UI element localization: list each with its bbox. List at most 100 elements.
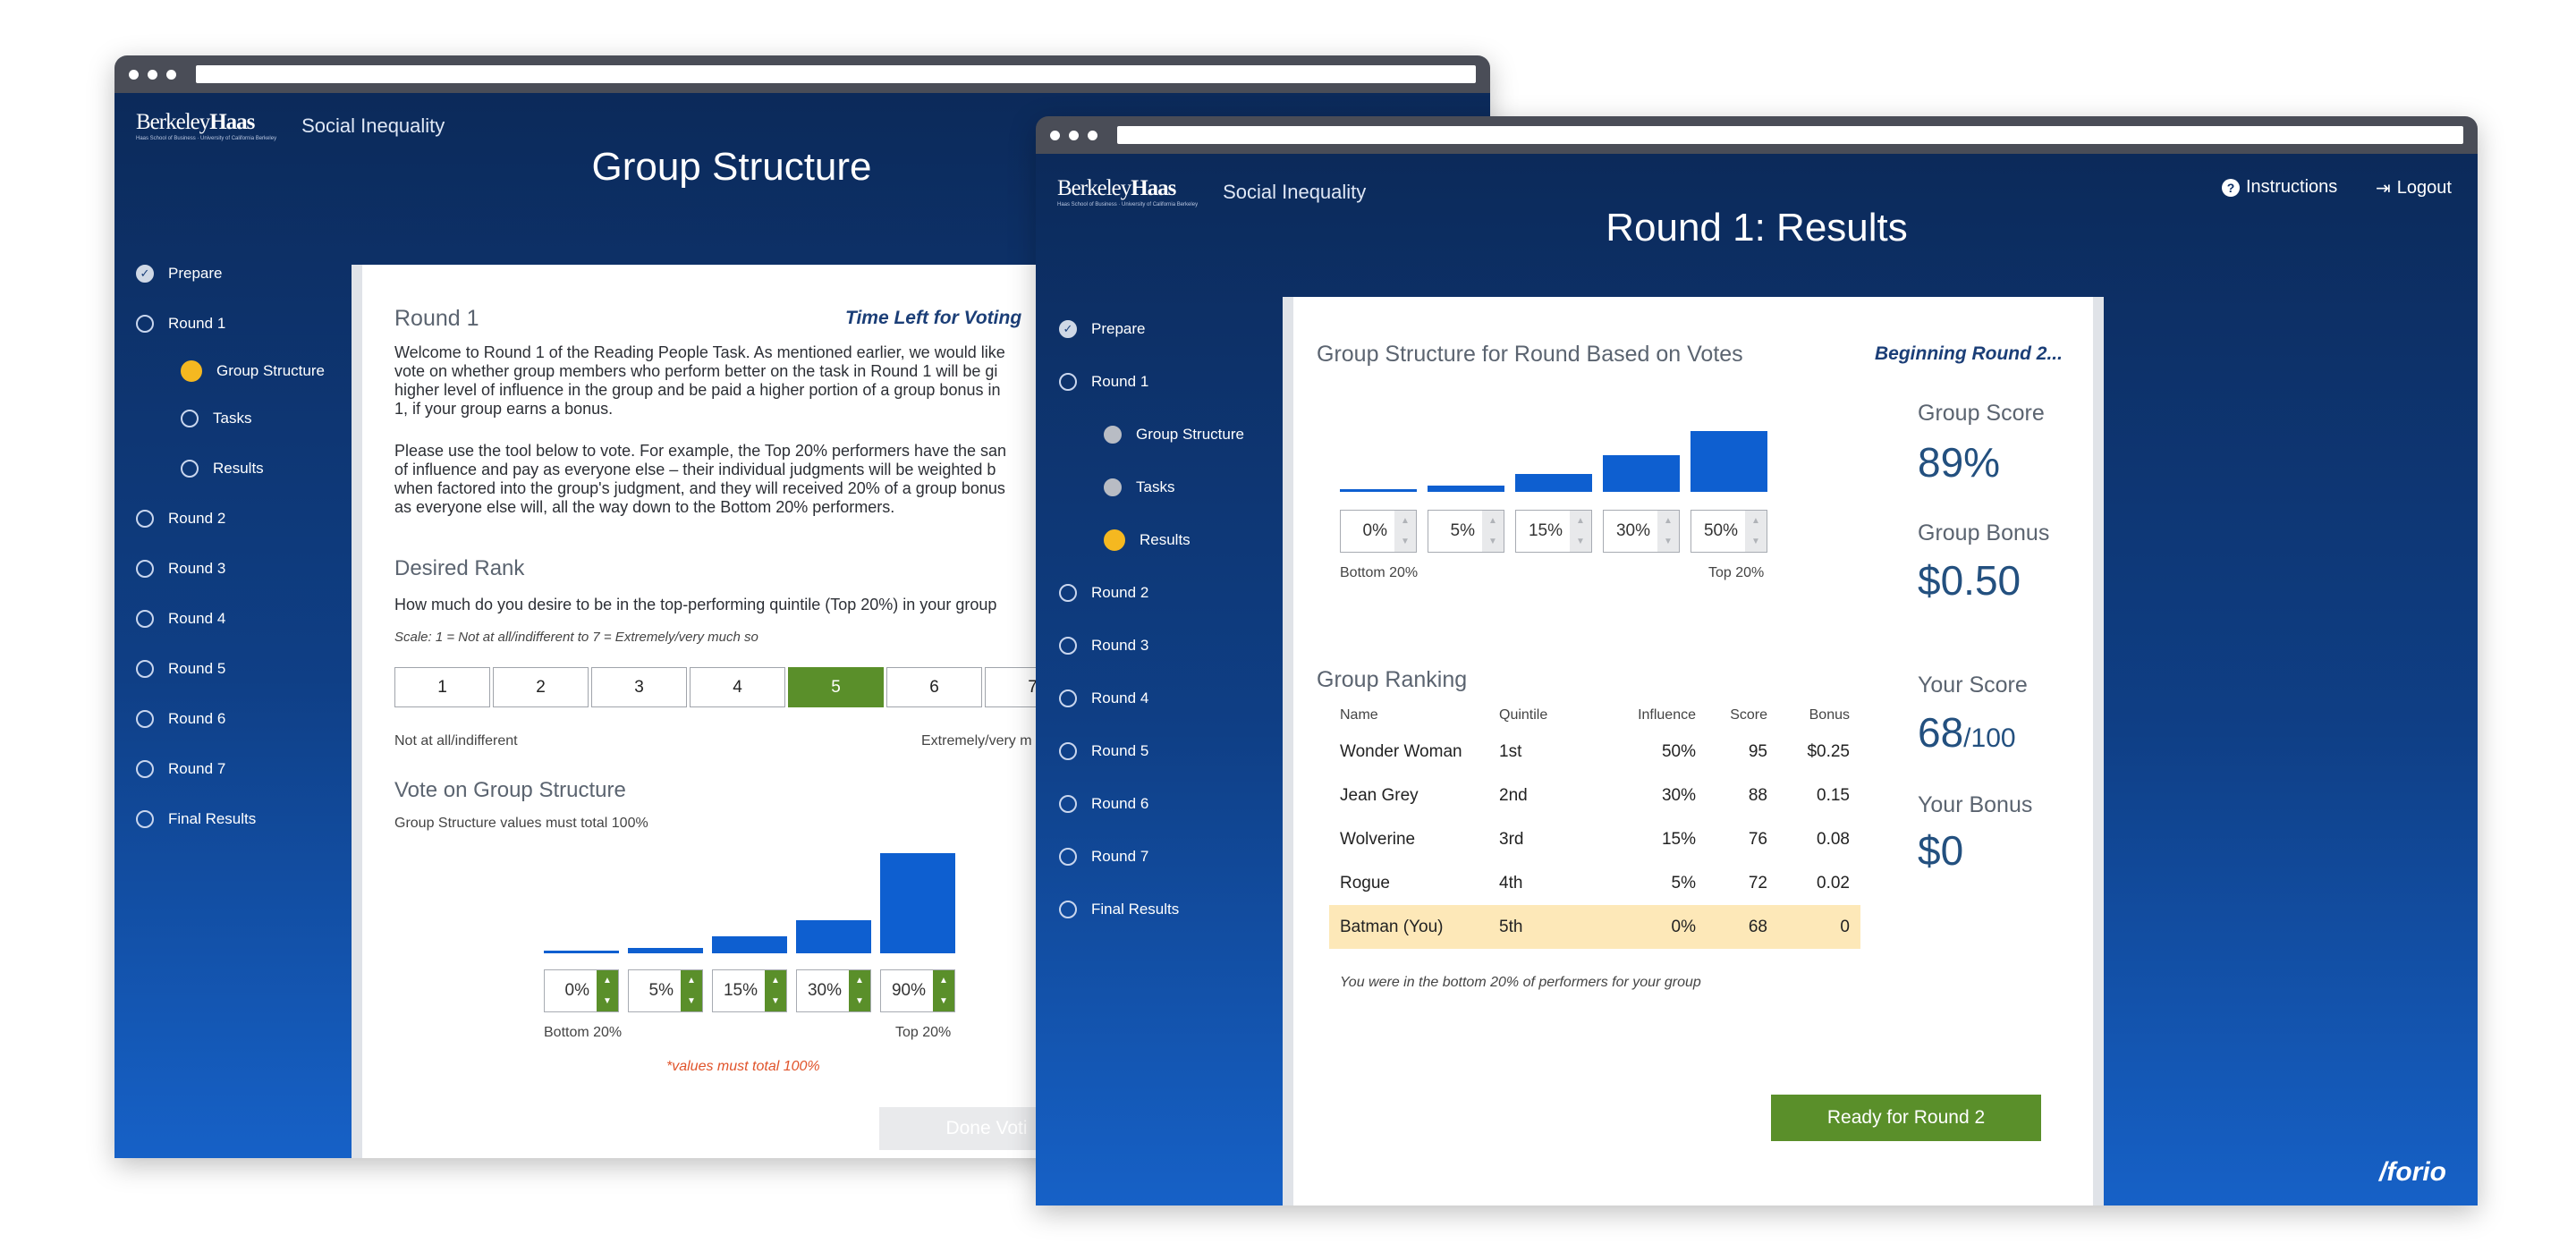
- vote-value-label-1: 0%: [564, 981, 589, 1000]
- sidebar-item-round-6[interactable]: Round 6: [136, 694, 325, 744]
- arrow-down-icon[interactable]: ▼: [1488, 537, 1497, 546]
- structure-value-stepper-1[interactable]: 0% ▲ ▼: [1340, 510, 1417, 553]
- radio-icon: [136, 660, 154, 678]
- stepper-arrows-icon[interactable]: ▲ ▼: [849, 970, 870, 1011]
- sidebar-item-tasks[interactable]: Tasks: [1059, 461, 1244, 513]
- sidebar-item-round-5[interactable]: Round 5: [1059, 724, 1244, 777]
- instructions-link[interactable]: ? Instructions: [2222, 177, 2337, 198]
- results-card: Group Structure for Round Based on Votes…: [1283, 297, 2104, 1205]
- window-dot[interactable]: [129, 69, 139, 80]
- sidebar-item-round-2[interactable]: Round 2: [1059, 566, 1244, 619]
- arrow-up-icon[interactable]: ▲: [1664, 516, 1673, 526]
- window-dot[interactable]: [1088, 130, 1097, 140]
- scale-option-5[interactable]: 5: [788, 667, 884, 707]
- sidebar-item-round-4[interactable]: Round 4: [1059, 672, 1244, 724]
- completed-dot-icon: [1104, 425, 1122, 444]
- vote-value-stepper-1[interactable]: 0% ▲ ▼: [544, 969, 619, 1012]
- arrow-up-icon[interactable]: ▲: [939, 976, 948, 986]
- vote-value-stepper-2[interactable]: 5% ▲ ▼: [628, 969, 703, 1012]
- arrow-up-icon[interactable]: ▲: [1751, 516, 1760, 526]
- arrow-up-icon[interactable]: ▲: [603, 976, 612, 986]
- col-bonus: Bonus: [1809, 707, 1850, 723]
- your-score-value: 68/100: [1918, 709, 2016, 756]
- sidebar-item-round-6[interactable]: Round 6: [1059, 777, 1244, 830]
- arrow-down-icon[interactable]: ▼: [1751, 537, 1760, 546]
- arrow-down-icon[interactable]: ▼: [1576, 537, 1585, 546]
- window-dot[interactable]: [148, 69, 157, 80]
- structure-value-label-5: 50%: [1703, 521, 1738, 540]
- vote-value-stepper-4[interactable]: 30% ▲ ▼: [796, 969, 871, 1012]
- sidebar-item-prepare[interactable]: ✓ Prepare: [136, 249, 325, 299]
- stepper-arrows-icon[interactable]: ▲ ▼: [933, 970, 954, 1011]
- arrow-down-icon[interactable]: ▼: [771, 996, 780, 1006]
- arrow-up-icon[interactable]: ▲: [855, 976, 864, 986]
- scale-option-4[interactable]: 4: [690, 667, 785, 707]
- arrow-up-icon[interactable]: ▲: [687, 976, 696, 986]
- sidebar-item-round-2[interactable]: Round 2: [136, 494, 325, 544]
- stepper-arrows-icon[interactable]: ▲ ▼: [1657, 511, 1679, 552]
- scale-option-3[interactable]: 3: [591, 667, 687, 707]
- stepper-arrows-icon[interactable]: ▲ ▼: [1482, 511, 1504, 552]
- arrow-down-icon[interactable]: ▼: [855, 996, 864, 1006]
- arrow-up-icon[interactable]: ▲: [1576, 516, 1585, 526]
- col-quintile: Quintile: [1499, 707, 1548, 723]
- arrow-down-icon[interactable]: ▼: [603, 996, 612, 1006]
- sidebar-item-results[interactable]: Results: [1059, 513, 1244, 566]
- sidebar-item-round-5[interactable]: Round 5: [136, 644, 325, 694]
- stepper-arrows-icon[interactable]: ▲ ▼: [1570, 511, 1591, 552]
- structure-value-stepper-4[interactable]: 30% ▲ ▼: [1603, 510, 1680, 553]
- arrow-up-icon[interactable]: ▲: [1488, 516, 1497, 526]
- sidebar-item-round-4[interactable]: Round 4: [136, 594, 325, 644]
- structure-value-stepper-3[interactable]: 15% ▲ ▼: [1515, 510, 1592, 553]
- values-warning: *values must total 100%: [666, 1059, 820, 1074]
- scale-option-2[interactable]: 2: [493, 667, 589, 707]
- stepper-arrows-icon[interactable]: ▲ ▼: [597, 970, 618, 1011]
- vote-value-stepper-5[interactable]: 90% ▲ ▼: [880, 969, 955, 1012]
- scale-option-6[interactable]: 6: [886, 667, 982, 707]
- window-dot[interactable]: [166, 69, 176, 80]
- ranking-table: Name Quintile Influence Score Bonus Wond…: [1329, 701, 1860, 949]
- structure-value-stepper-2[interactable]: 5% ▲ ▼: [1428, 510, 1504, 553]
- your-score-label: Your Score: [1918, 673, 2028, 698]
- vote-value-stepper-3[interactable]: 15% ▲ ▼: [712, 969, 787, 1012]
- arrow-down-icon[interactable]: ▼: [1664, 537, 1673, 546]
- bottom-20-label: Bottom 20%: [544, 1025, 623, 1040]
- ready-round-2-button[interactable]: Ready for Round 2: [1771, 1095, 2041, 1141]
- sidebar-item-results[interactable]: Results: [136, 444, 325, 494]
- structure-value-stepper-5[interactable]: 50% ▲ ▼: [1690, 510, 1767, 553]
- sidebar-item-final-results[interactable]: Final Results: [136, 794, 325, 844]
- vote-bar-2: [628, 948, 703, 953]
- bottom-20-label: Bottom 20%: [1340, 565, 1419, 580]
- scale-option-1[interactable]: 1: [394, 667, 490, 707]
- stepper-arrows-icon[interactable]: ▲ ▼: [681, 970, 702, 1011]
- sidebar-item-round-1[interactable]: Round 1: [136, 299, 325, 349]
- arrow-down-icon[interactable]: ▼: [939, 996, 948, 1006]
- stepper-arrows-icon[interactable]: ▲ ▼: [1745, 511, 1767, 552]
- structure-bar-2: [1428, 486, 1504, 492]
- radio-icon: [136, 315, 154, 333]
- sidebar-item-tasks[interactable]: Tasks: [136, 393, 325, 444]
- arrow-up-icon[interactable]: ▲: [771, 976, 780, 986]
- sidebar-item-group-structure[interactable]: Group Structure: [1059, 408, 1244, 461]
- sidebar-item-group-structure[interactable]: Group Structure: [136, 349, 325, 393]
- sidebar-item-round-1[interactable]: Round 1: [1059, 355, 1244, 408]
- browser-chrome: [1036, 116, 2478, 154]
- brand: BerkeleyHaas Haas School of Business · U…: [1057, 177, 1366, 207]
- stepper-arrows-icon[interactable]: ▲ ▼: [765, 970, 786, 1011]
- sidebar-item-round-7[interactable]: Round 7: [136, 744, 325, 794]
- address-bar[interactable]: [1117, 126, 2463, 144]
- sidebar-item-round-3[interactable]: Round 3: [136, 544, 325, 594]
- logout-link[interactable]: ⇥ Logout: [2376, 178, 2452, 199]
- window-dot[interactable]: [1050, 130, 1060, 140]
- arrow-up-icon[interactable]: ▲: [1401, 516, 1410, 526]
- arrow-down-icon[interactable]: ▼: [1401, 537, 1410, 546]
- arrow-down-icon[interactable]: ▼: [687, 996, 696, 1006]
- sidebar-item-final-results[interactable]: Final Results: [1059, 883, 1244, 935]
- sidebar-item-prepare[interactable]: ✓ Prepare: [1059, 302, 1244, 355]
- stepper-arrows-icon[interactable]: ▲ ▼: [1394, 511, 1416, 552]
- desired-rank-question: How much do you desire to be in the top-…: [394, 596, 997, 613]
- address-bar[interactable]: [196, 65, 1476, 83]
- sidebar-item-round-7[interactable]: Round 7: [1059, 830, 1244, 883]
- sidebar-item-round-3[interactable]: Round 3: [1059, 619, 1244, 672]
- window-dot[interactable]: [1069, 130, 1079, 140]
